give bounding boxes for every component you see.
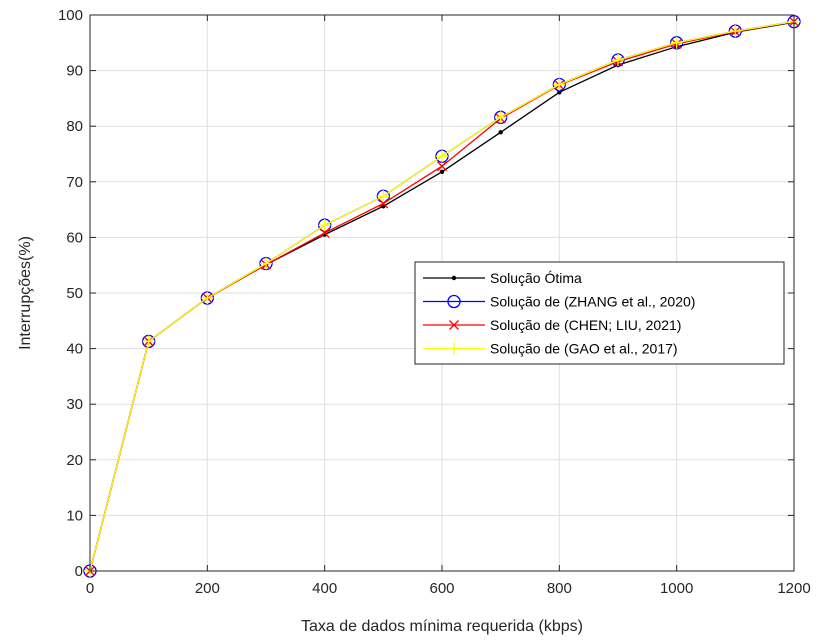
x-tick-label: 1000	[660, 580, 693, 597]
x-axis-title: Taxa de dados mínima requerida (kbps)	[301, 618, 583, 635]
legend-label: Solução de (ZHANG et al., 2020)	[490, 294, 695, 310]
data-point	[436, 150, 448, 163]
y-tick-label: 90	[66, 63, 83, 80]
y-tick-label: 40	[66, 341, 83, 358]
x-tick-label: 800	[547, 580, 572, 597]
data-point	[498, 130, 503, 135]
data-point	[447, 294, 461, 309]
legend-entry: Solução de (ZHANG et al., 2020)	[423, 294, 695, 310]
data-point	[378, 198, 389, 209]
legend-label: Solução de (GAO et al., 2017)	[490, 341, 678, 357]
data-point	[494, 111, 507, 124]
y-tick-label: 70	[66, 174, 83, 191]
data-point	[260, 257, 272, 270]
y-axis-title: Interrupções(%)	[17, 236, 34, 350]
y-tick-label: 10	[66, 507, 83, 524]
data-point	[557, 90, 562, 95]
data-point	[612, 54, 624, 67]
legend-entry: Solução de (GAO et al., 2017)	[423, 341, 678, 357]
y-tick-label: 50	[66, 285, 83, 302]
data-point	[142, 335, 155, 348]
data-point	[201, 292, 214, 305]
y-tick-label: 30	[66, 396, 83, 413]
y-tick-label: 100	[58, 7, 83, 24]
legend-entry: Solução Ótima	[423, 270, 582, 286]
data-point	[439, 169, 445, 174]
y-tick-label: 80	[66, 118, 83, 135]
data-point	[729, 25, 742, 38]
legend: Solução Ótima Solução de (ZHANG et al., 2…	[414, 261, 785, 365]
ticks: 0 200 400 600 800 1000 1200 0 10 20 30 40 50 60 70 80 90…	[58, 7, 811, 597]
x-tick-label: 1200	[777, 580, 810, 597]
legend-entry: Solução de (CHEN; LIU, 2021)	[423, 317, 681, 333]
x-tick-label: 0	[86, 580, 94, 597]
legend-label: Solução de (CHEN; LIU, 2021)	[490, 317, 681, 333]
data-point	[553, 78, 566, 91]
y-tick-label: 0	[75, 563, 83, 580]
data-point	[377, 190, 390, 203]
data-point	[448, 342, 460, 355]
series	[84, 15, 800, 577]
y-tick-label: 20	[66, 452, 83, 469]
y-tick-label: 60	[66, 229, 83, 246]
x-tick-label: 200	[195, 580, 220, 597]
x-tick-label: 400	[312, 580, 337, 597]
data-point	[437, 161, 447, 172]
data-point	[318, 219, 331, 232]
x-tick-label: 600	[429, 580, 454, 597]
series-layer	[83, 15, 801, 578]
data-point	[319, 227, 330, 238]
data-point	[451, 275, 457, 281]
data-point	[449, 320, 459, 330]
legend-label: Solução Ótima	[490, 270, 582, 286]
legend-box	[414, 261, 785, 365]
data-point	[670, 36, 683, 49]
